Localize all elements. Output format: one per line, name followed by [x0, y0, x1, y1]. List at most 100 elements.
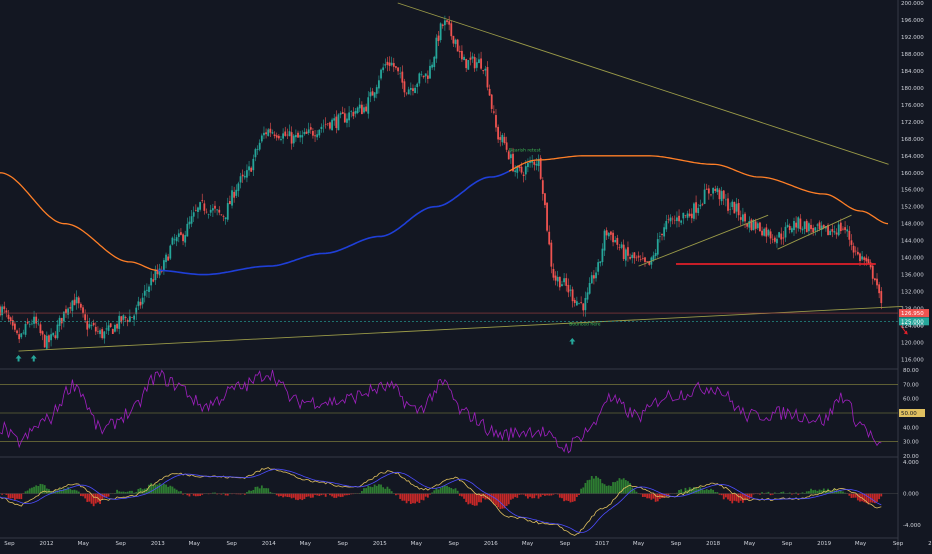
candle-body [10, 317, 12, 321]
macd-histogram-bar [363, 488, 365, 493]
macd-histogram-bar [563, 494, 565, 502]
macd-histogram-bar [529, 494, 531, 497]
price-tick-label: 120.000 [901, 341, 924, 347]
candle-body [465, 59, 467, 68]
macd-histogram-bar [836, 492, 838, 494]
candle-body [116, 324, 118, 328]
macd-histogram-bar [646, 494, 648, 499]
macd-histogram-bar [329, 494, 331, 496]
macd-histogram-bar [116, 490, 118, 494]
macd-histogram-bar [416, 494, 418, 502]
macd-histogram-bar [82, 494, 84, 497]
candle-body [665, 221, 667, 229]
macd-histogram-bar [71, 490, 73, 493]
candle-body [150, 278, 152, 285]
candle-body [638, 256, 640, 258]
candle-body [325, 124, 327, 125]
candle-body [834, 231, 836, 232]
macd-histogram-bar [395, 494, 397, 496]
macd-histogram-bar [31, 488, 33, 494]
candle-body [174, 239, 176, 240]
candle-body [184, 235, 186, 242]
candle-body [363, 107, 365, 112]
candle-body [208, 214, 210, 215]
macd-histogram-bar [544, 494, 546, 496]
time-tick-label: May [300, 541, 312, 547]
macd-histogram-bar [250, 491, 252, 494]
time-tick-label: Sep [671, 541, 682, 547]
macd-histogram-bar [716, 492, 718, 493]
macd-histogram-bar [80, 494, 82, 496]
candle-body [54, 335, 56, 338]
candle-body [433, 57, 435, 67]
candle-body [740, 217, 742, 220]
candle-body [180, 232, 182, 235]
candle-body [597, 262, 599, 272]
candle-body [693, 203, 695, 218]
macd-histogram-bar [376, 486, 378, 494]
price-label: 124.000 [901, 324, 924, 330]
candle-body [61, 318, 63, 323]
candle-body [497, 127, 499, 140]
candle-body [304, 132, 306, 134]
candle-body [672, 219, 674, 220]
macd-histogram-bar [404, 494, 406, 501]
macd-histogram-bar [768, 492, 770, 494]
candle-body [829, 231, 831, 235]
macd-histogram-bar [372, 487, 374, 493]
candle-body [578, 303, 580, 304]
price-tick-label: 140.000 [901, 256, 924, 262]
candle-body [201, 200, 203, 201]
macd-histogram-bar [540, 494, 542, 497]
candle-body [453, 36, 455, 44]
macd-histogram-bar [808, 491, 810, 493]
macd-histogram-bar [418, 494, 420, 503]
candle-body [765, 227, 767, 236]
candle-body [489, 89, 491, 96]
candle-body [621, 244, 623, 247]
macd-histogram-bar [842, 492, 844, 494]
macd-histogram-bar [142, 489, 144, 493]
candle-body [633, 252, 635, 258]
candle-body [248, 166, 250, 170]
price-tick-label: 188.000 [901, 52, 924, 58]
candle-body [214, 206, 216, 209]
candle-body [714, 189, 716, 191]
candle-body [263, 133, 265, 135]
macd-histogram-bar [582, 487, 584, 493]
macd-histogram-bar [410, 494, 412, 504]
candle-body [463, 57, 465, 60]
macd-histogram-bar [312, 494, 314, 498]
candle-body [308, 129, 310, 133]
candle-body [372, 91, 374, 95]
candle-body [46, 336, 48, 349]
candle-body [282, 133, 284, 138]
candle-body [548, 232, 550, 245]
candle-body [137, 301, 139, 306]
candle-body [655, 253, 657, 256]
macd-histogram-bar [278, 494, 280, 497]
macd-histogram-bar [325, 494, 327, 497]
candle-body [557, 277, 559, 281]
macd-histogram-bar [86, 494, 88, 502]
price-tick-label: 136.000 [901, 273, 924, 279]
candle-body [429, 66, 431, 79]
candle-body [727, 198, 729, 210]
candle-body [561, 284, 563, 286]
macd-histogram-bar [399, 494, 401, 499]
candle-body [450, 23, 452, 36]
macd-histogram-bar [382, 487, 384, 493]
candle-body [587, 292, 589, 299]
candle-body [86, 321, 88, 330]
candle-body [44, 335, 46, 347]
candle-body [785, 227, 787, 238]
candle-body [663, 227, 665, 236]
candle-body [527, 163, 529, 167]
macd-histogram-bar [704, 490, 706, 493]
candle-body [710, 194, 712, 195]
candle-body [708, 188, 710, 193]
time-tick-label: 2012 [40, 541, 54, 547]
macd-histogram-bar [680, 489, 682, 493]
candle-body [791, 228, 793, 232]
